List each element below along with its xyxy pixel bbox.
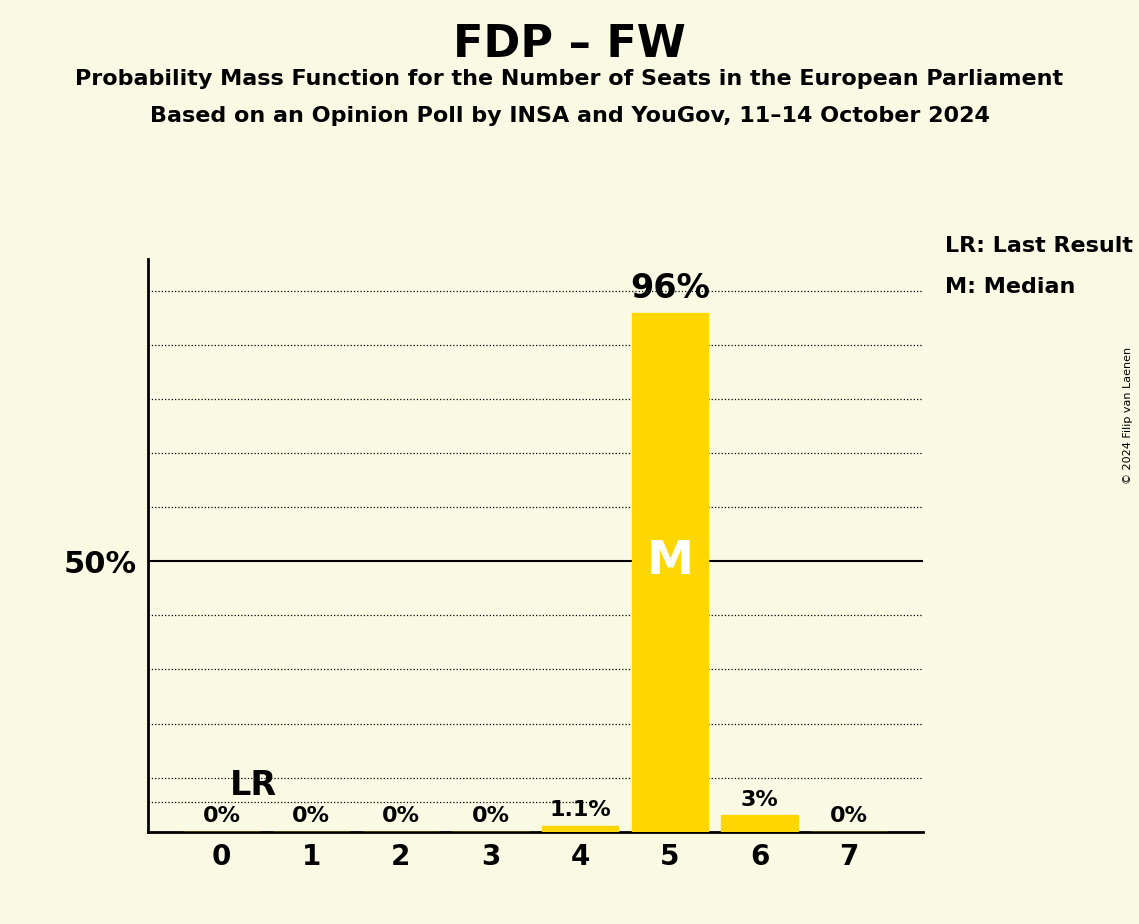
Bar — [632, 312, 708, 832]
Text: FDP – FW: FDP – FW — [453, 23, 686, 67]
Text: 0%: 0% — [472, 807, 509, 826]
Text: M: M — [646, 539, 694, 584]
Text: 0%: 0% — [382, 807, 420, 826]
Text: Based on an Opinion Poll by INSA and YouGov, 11–14 October 2024: Based on an Opinion Poll by INSA and You… — [149, 106, 990, 127]
Text: 1.1%: 1.1% — [549, 800, 611, 821]
Text: LR: LR — [230, 769, 278, 802]
Bar — [542, 826, 618, 832]
Text: 0%: 0% — [830, 807, 868, 826]
Text: © 2024 Filip van Laenen: © 2024 Filip van Laenen — [1123, 347, 1133, 484]
Bar — [721, 815, 797, 832]
Text: 96%: 96% — [630, 272, 710, 305]
Text: M: Median: M: Median — [945, 277, 1075, 298]
Text: 0%: 0% — [203, 807, 240, 826]
Text: Probability Mass Function for the Number of Seats in the European Parliament: Probability Mass Function for the Number… — [75, 69, 1064, 90]
Text: LR: Last Result: LR: Last Result — [945, 236, 1133, 256]
Text: 0%: 0% — [292, 807, 330, 826]
Text: 3%: 3% — [740, 790, 778, 810]
